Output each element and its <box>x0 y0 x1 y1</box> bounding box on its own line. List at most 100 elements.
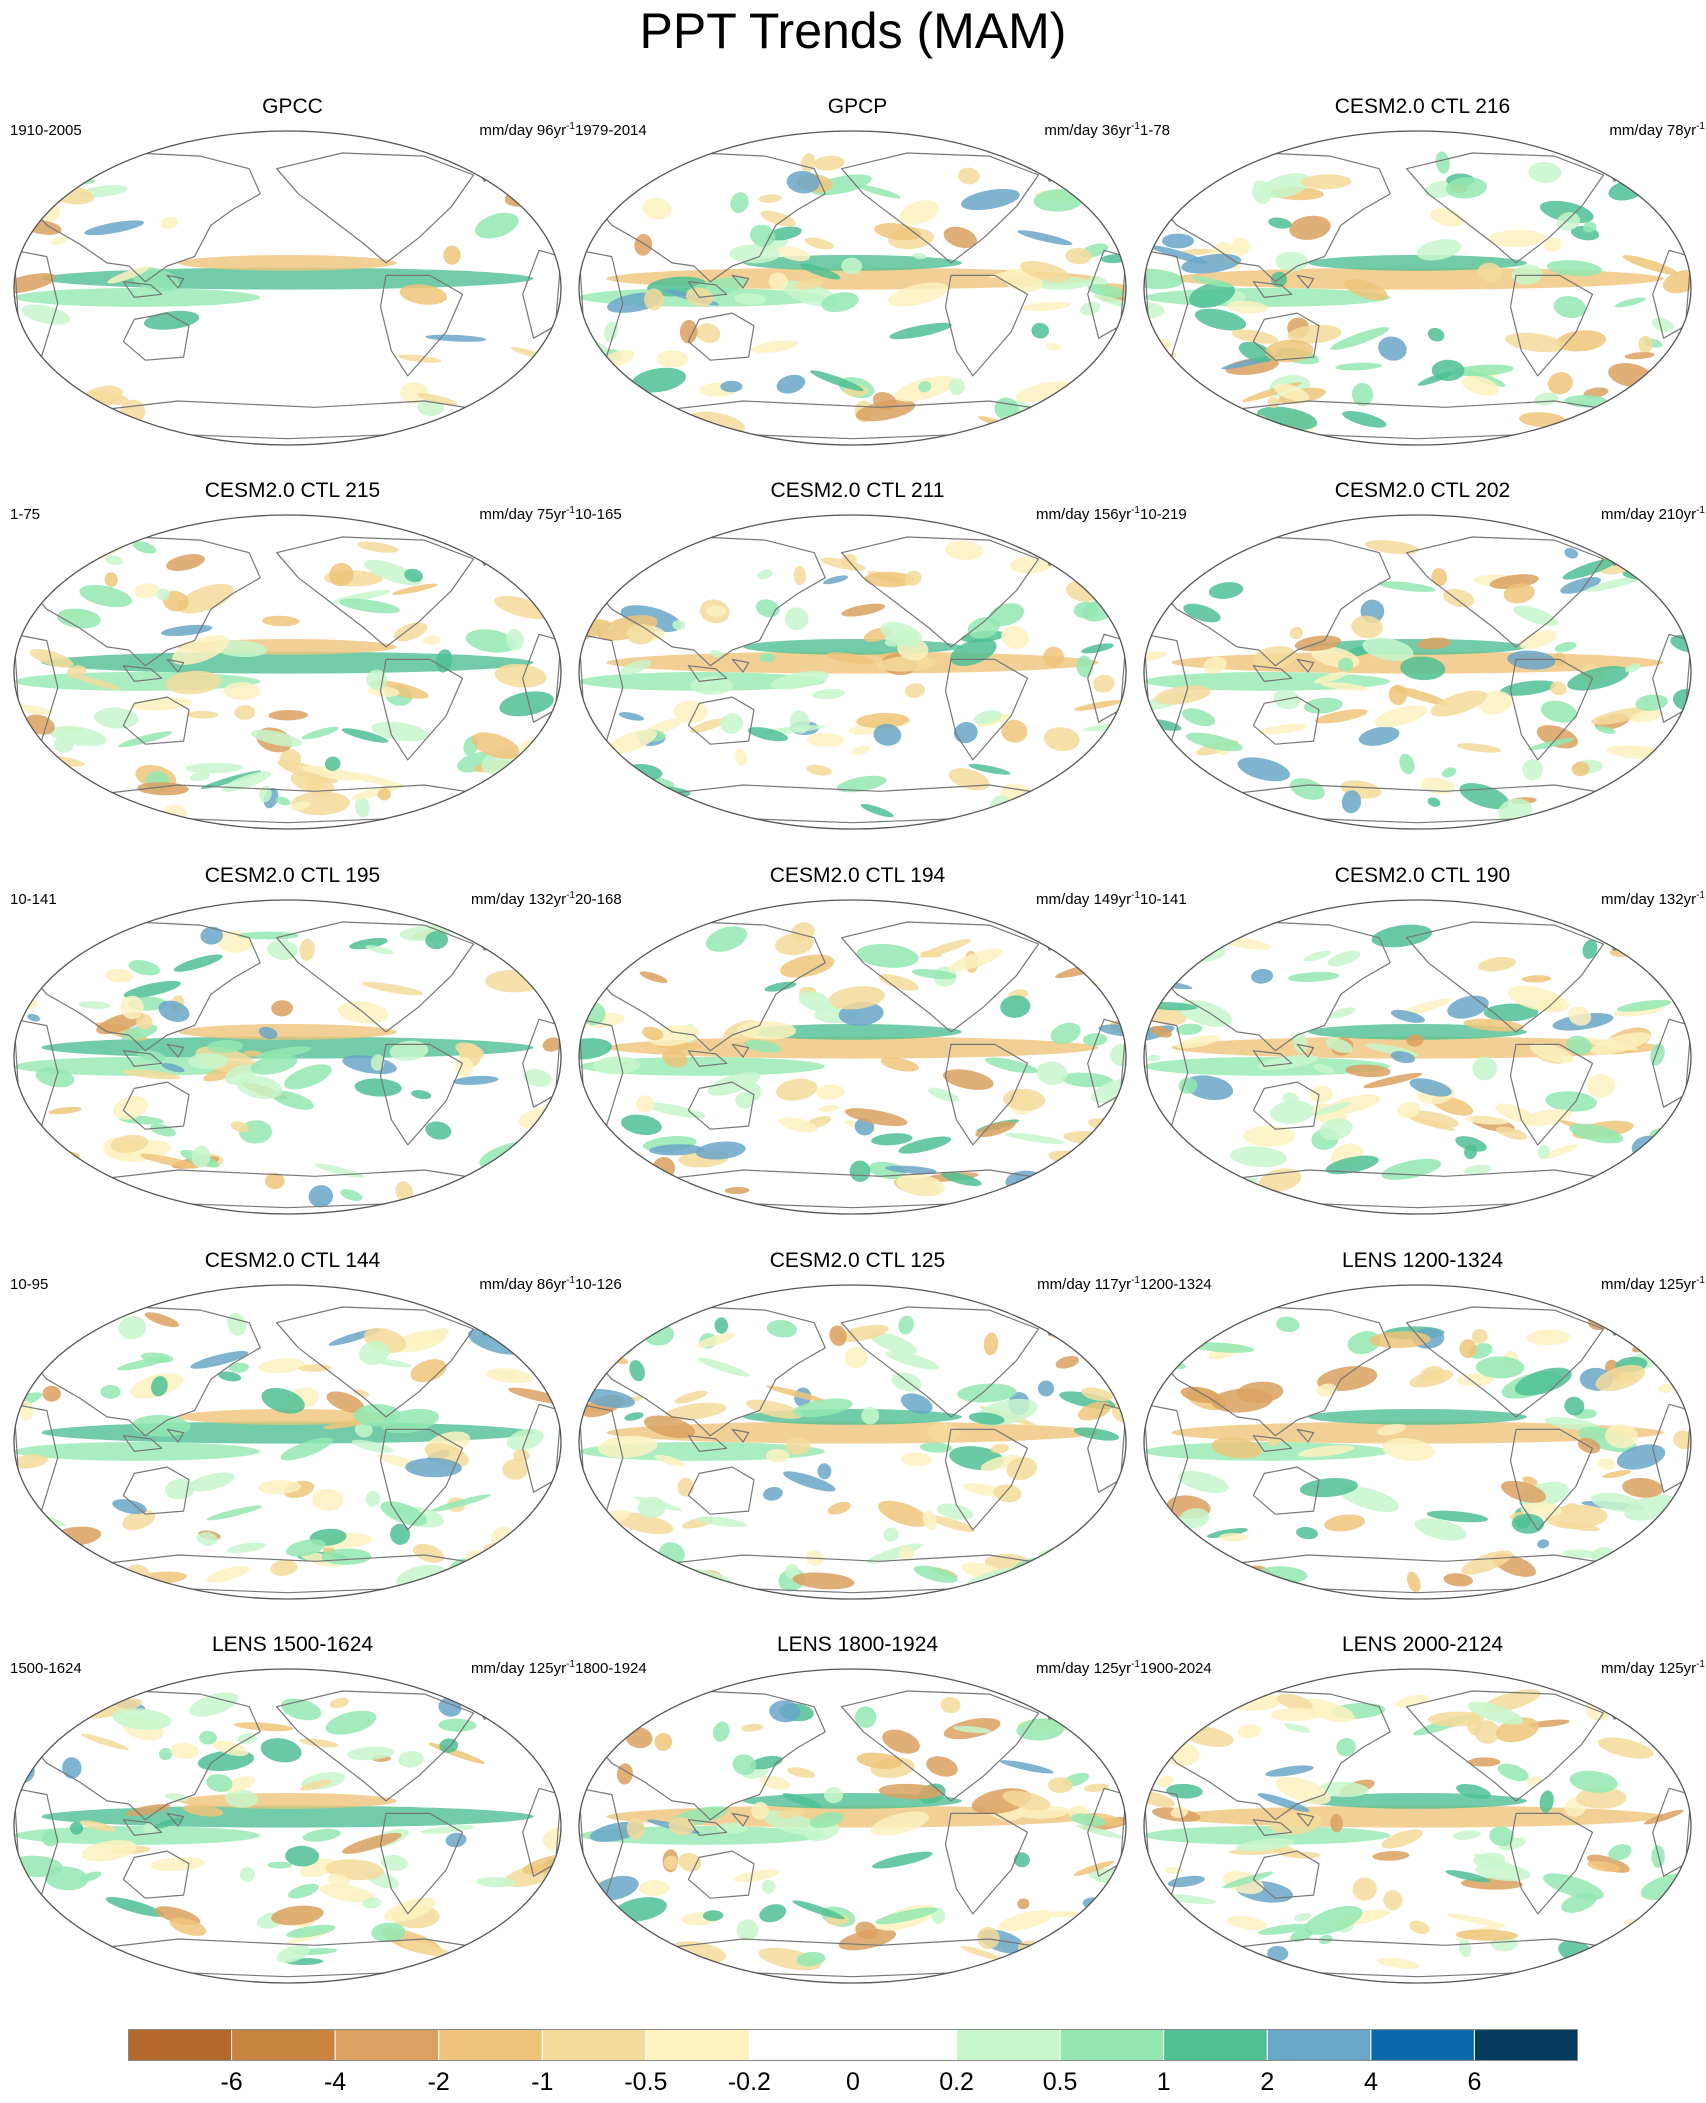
trend-length: 210yr <box>1658 506 1697 523</box>
trend-blob <box>188 1472 235 1492</box>
coastline <box>379 1812 464 1915</box>
trend-blob <box>283 1064 332 1090</box>
coastline <box>1406 1306 1605 1418</box>
trend-blob <box>1522 759 1543 781</box>
trend-blob <box>665 1402 727 1421</box>
trend-blob <box>1595 725 1616 734</box>
trend-blob <box>983 1332 999 1356</box>
coastline <box>687 1466 755 1515</box>
trend-blob <box>444 1957 482 1973</box>
trend-blob <box>1046 342 1061 351</box>
trend-blob <box>393 622 428 642</box>
units-label: mm/day <box>479 506 533 523</box>
trend-blob <box>776 374 806 394</box>
trend-blob <box>380 1501 427 1526</box>
coastline <box>379 1043 464 1146</box>
trend-blob <box>1547 372 1573 395</box>
trend-blob <box>863 571 915 588</box>
trend-blob <box>1377 581 1436 592</box>
trend-blob <box>189 772 211 782</box>
exponent: -1 <box>566 890 575 901</box>
trend-blob <box>1400 656 1446 681</box>
trend-blob <box>883 1527 899 1542</box>
trend-blob <box>50 236 68 246</box>
coastline <box>731 658 750 673</box>
trend-blob <box>880 1057 919 1072</box>
trend-blob <box>276 1944 310 1963</box>
coastline <box>687 1435 728 1452</box>
trend-blob <box>339 598 400 614</box>
map-projection <box>1143 130 1692 446</box>
trend-blob <box>1427 327 1445 342</box>
trend-blob <box>860 803 894 818</box>
trend-blob <box>1001 719 1028 743</box>
trend-length: 156yr <box>1093 506 1132 523</box>
trend-blob <box>1561 1503 1579 1514</box>
trend-blob <box>1219 1532 1248 1542</box>
trend-blob <box>136 1013 153 1030</box>
trend-blob <box>508 1387 561 1405</box>
trend-band <box>1171 1421 1664 1444</box>
trend-blob <box>511 1698 535 1717</box>
trend-blob <box>301 726 339 740</box>
trend-blob <box>1046 1911 1082 1918</box>
trend-blob <box>920 951 943 958</box>
trend-blob <box>828 986 885 1010</box>
trend-blob <box>1472 1056 1498 1081</box>
trend-blob <box>885 1165 937 1174</box>
trend-blob <box>21 304 71 325</box>
trend-blob <box>507 1694 561 1715</box>
trend-blob <box>878 1500 929 1527</box>
trend-blob <box>1435 151 1450 174</box>
trend-blob <box>1211 1437 1262 1459</box>
trend-blob <box>896 1173 945 1197</box>
trend-blob <box>796 1951 826 1967</box>
trend-blob <box>1441 767 1457 778</box>
trend-blob <box>1630 709 1664 723</box>
trend-blob <box>1461 375 1500 396</box>
trend-blob <box>1335 362 1382 371</box>
trend-blob <box>844 1108 908 1127</box>
trend-blob <box>113 1095 148 1120</box>
trend-blob <box>585 1509 631 1529</box>
trend-blob <box>66 665 87 678</box>
trend-blob <box>290 801 311 811</box>
trend-blob <box>353 1403 401 1427</box>
trend-blob <box>605 729 657 755</box>
trend-blob <box>1458 1938 1472 1958</box>
coastline <box>687 1050 728 1067</box>
trend-blob <box>882 1729 920 1754</box>
exponent: -1 <box>1131 1275 1140 1286</box>
panel-units: mm/day 132yr-1 <box>1601 887 1705 909</box>
trend-blob <box>44 1701 80 1714</box>
trend-blob <box>1443 1573 1473 1587</box>
trend-blob <box>579 1920 596 1936</box>
trend-blob <box>851 745 871 755</box>
trend-blob <box>353 1389 370 1397</box>
trend-blob <box>79 1820 116 1832</box>
trend-blob <box>1235 1838 1294 1852</box>
trend-blob <box>926 1756 958 1777</box>
trend-blob <box>579 179 630 199</box>
trend-blob <box>1465 1115 1510 1125</box>
trend-blob <box>422 635 441 645</box>
trend-blob <box>285 1539 326 1557</box>
panel-title: GPCP <box>827 95 888 118</box>
trend-blob <box>953 722 978 744</box>
coastline <box>841 1690 1040 1802</box>
trend-band <box>178 1409 397 1425</box>
trend-blob <box>1147 584 1171 605</box>
trend-blob <box>993 1484 1022 1503</box>
trend-blob <box>1616 999 1672 1012</box>
coastline <box>1154 1306 1391 1437</box>
trend-blob <box>1087 1118 1126 1138</box>
coastline <box>1509 274 1594 377</box>
trend-blob <box>774 933 814 956</box>
trend-blob <box>81 1840 137 1862</box>
trend-blob <box>123 980 181 999</box>
trend-blob <box>585 167 628 183</box>
map-projection <box>13 1284 562 1600</box>
trend-blob <box>32 941 59 962</box>
trend-blob <box>1289 626 1303 640</box>
trend-blob <box>1519 630 1557 650</box>
